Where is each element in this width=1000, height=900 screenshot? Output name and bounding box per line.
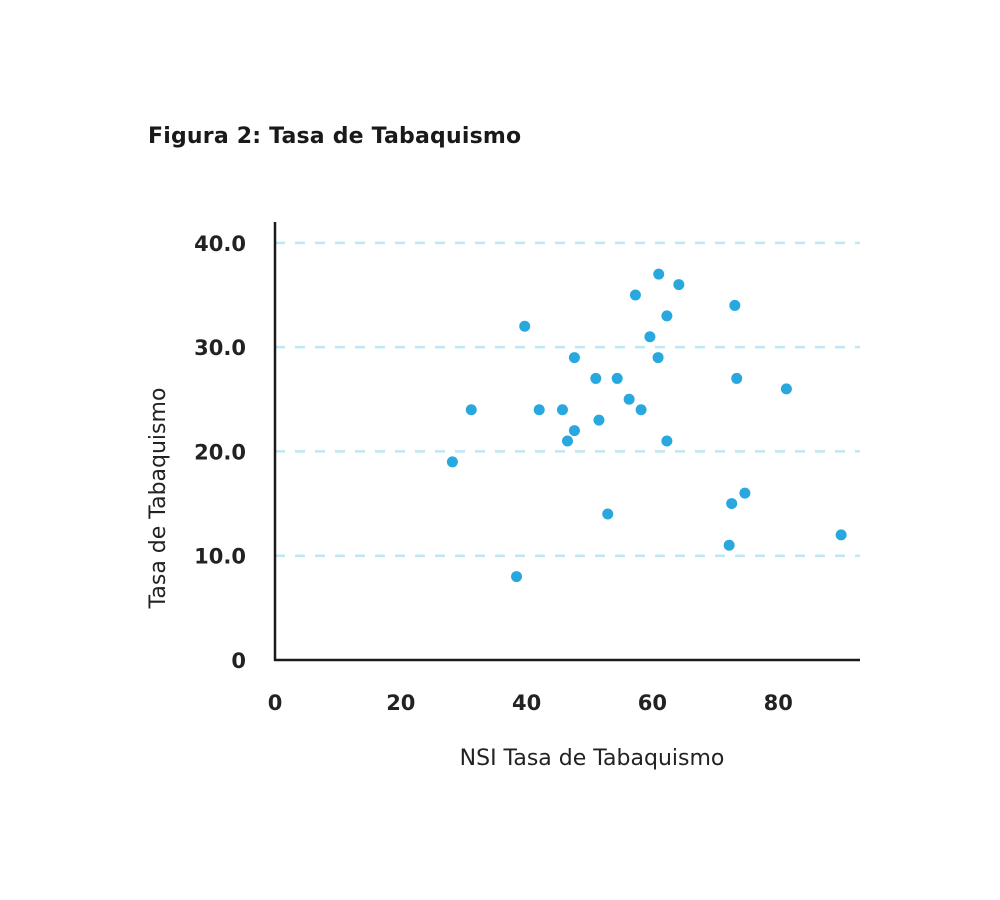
- data-point: [590, 372, 602, 384]
- y-tick-label: 30.0: [194, 336, 246, 360]
- data-point: [673, 279, 685, 291]
- data-point: [653, 268, 665, 280]
- y-tick-label: 10.0: [194, 545, 246, 569]
- data-point: [533, 404, 545, 416]
- data-point: [556, 404, 568, 416]
- y-tick-label: 40.0: [194, 232, 246, 256]
- data-point: [726, 498, 738, 510]
- x-tick-label: 40: [512, 691, 541, 715]
- data-point: [723, 539, 735, 551]
- data-point: [629, 289, 641, 301]
- x-tick-label: 80: [764, 691, 793, 715]
- data-point: [511, 571, 523, 583]
- y-tick-labels: 0 10.0 20.0 30.0 40.0: [194, 232, 246, 673]
- data-points: [446, 268, 847, 583]
- data-point: [568, 352, 580, 364]
- y-tick-label: 20.0: [194, 440, 246, 464]
- data-point: [611, 372, 623, 384]
- x-tick-label: 60: [638, 691, 667, 715]
- data-point: [652, 352, 664, 364]
- x-axis-label: NSI Tasa de Tabaquismo: [460, 746, 725, 771]
- data-point: [729, 299, 741, 311]
- data-point: [568, 425, 580, 437]
- data-point: [661, 310, 673, 322]
- data-point: [835, 529, 847, 541]
- data-point: [519, 320, 531, 332]
- y-tick-label: 0: [231, 649, 246, 673]
- y-axis-label: Tasa de Tabaquismo: [146, 388, 171, 610]
- x-tick-label: 0: [268, 691, 283, 715]
- data-point: [780, 383, 792, 395]
- x-tick-label: 20: [386, 691, 415, 715]
- data-point: [446, 456, 458, 468]
- data-point: [623, 393, 635, 405]
- grid-lines: [275, 241, 860, 557]
- chart-title: Figura 2: Tasa de Tabaquismo: [148, 124, 522, 149]
- data-point: [731, 372, 743, 384]
- data-point: [644, 331, 656, 343]
- data-point: [562, 435, 573, 447]
- data-point: [465, 404, 477, 416]
- axes: [273, 222, 860, 662]
- x-tick-labels: 0 20 40 60 80: [268, 691, 793, 715]
- data-point: [635, 404, 647, 416]
- data-point: [602, 508, 614, 520]
- data-point: [593, 414, 605, 426]
- data-point: [739, 487, 751, 499]
- data-point: [661, 435, 673, 447]
